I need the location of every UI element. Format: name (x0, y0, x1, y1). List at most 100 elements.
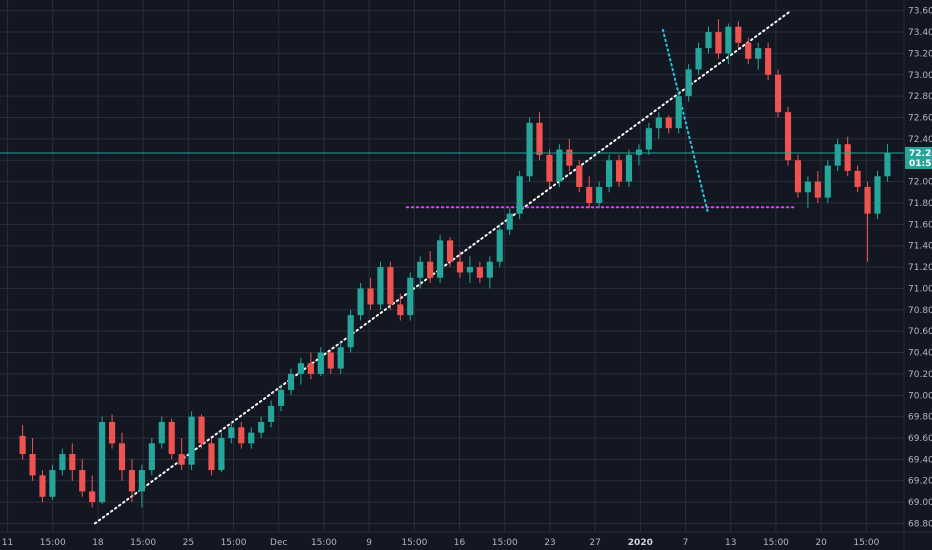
candle-body (59, 454, 66, 471)
candle-body (29, 454, 36, 476)
candle-body (128, 470, 136, 492)
candle-body (705, 32, 712, 49)
candle-body (367, 288, 374, 305)
x-tick-label: 9 (366, 538, 372, 548)
y-tick-label: 69.800 (908, 413, 932, 423)
candle-body (238, 427, 245, 444)
candle-body (854, 170, 861, 187)
candle-body (794, 160, 802, 193)
candle-body (397, 304, 404, 316)
y-tick-label: 73.600 (908, 7, 932, 17)
candle-body (665, 117, 672, 129)
candle-body (576, 165, 583, 187)
candle-body (99, 421, 106, 503)
candle-body (89, 491, 96, 503)
candle-body (625, 154, 633, 182)
candles (19, 19, 891, 508)
candle-body (268, 405, 275, 422)
candle-body (774, 74, 782, 113)
y-tick-label: 69.600 (908, 434, 932, 444)
x-tick-label: 15:00 (40, 538, 66, 548)
candle-body (287, 373, 295, 390)
candle-body (39, 475, 46, 497)
candle-body (546, 154, 553, 182)
y-tick-label: 71.800 (908, 199, 932, 209)
x-tick-label: 13 (725, 538, 736, 548)
candle-body (506, 213, 513, 230)
y-tick-label: 68.800 (908, 519, 932, 529)
y-tick-label: 72.400 (908, 135, 932, 145)
candle-body (317, 352, 324, 374)
x-tick-label: 15:00 (311, 538, 337, 548)
candle-body (327, 352, 334, 369)
last-price-tag: 72.268 01:55:10 (905, 146, 932, 169)
y-tick-label: 72.600 (908, 114, 932, 124)
candle-body (645, 128, 652, 150)
y-tick-label: 70.400 (908, 349, 932, 359)
x-tick-label: 18 (92, 538, 104, 548)
candle-body (476, 267, 483, 278)
x-tick-label: 15:00 (130, 538, 156, 548)
x-tick-label: 16 (454, 538, 466, 548)
price-tag-value: 72.268 (909, 149, 932, 159)
candle-body (725, 26, 732, 54)
x-tick-label: 2020 (628, 538, 653, 548)
y-tick-label: 71.000 (908, 284, 932, 294)
candle-body (407, 277, 414, 316)
time-axis[interactable]: 11 15:00 18 15:00 25 15:00 Dec 15:00 9 15:00 16 15:… (0, 531, 932, 548)
candle-body (804, 181, 811, 193)
candle-body (685, 69, 692, 97)
candle-body (377, 267, 384, 305)
y-tick-label: 70.200 (908, 370, 932, 380)
candle-body (486, 261, 493, 278)
candle-body (516, 176, 523, 214)
x-tick-label: 20 (815, 538, 827, 548)
y-tick-label: 73.400 (908, 28, 932, 38)
y-tick-label: 71.200 (908, 263, 932, 273)
candle-body (655, 117, 662, 129)
candle-body (148, 443, 155, 471)
x-tick-label: 27 (589, 538, 600, 548)
candle-body (427, 261, 434, 278)
y-tick-label: 72.800 (908, 92, 932, 102)
candle-body (824, 165, 831, 198)
candle-body (138, 470, 145, 492)
candle-body (844, 144, 851, 171)
candle-body (417, 261, 424, 278)
y-tick-label: 70.600 (908, 327, 932, 337)
x-tick-label: 15:00 (853, 538, 879, 548)
candle-body (49, 470, 56, 497)
candle-body (337, 347, 344, 369)
candle-body (755, 48, 762, 59)
candle-body (218, 437, 225, 471)
candle-body (536, 122, 543, 155)
candle-body (69, 454, 76, 471)
candle-body (19, 435, 26, 455)
candle-body (456, 261, 464, 273)
candle-body (635, 149, 642, 155)
candle-body (745, 42, 752, 59)
y-tick-label: 72.000 (908, 178, 932, 188)
y-tick-label: 70.800 (908, 306, 932, 316)
y-tick-label: 73.200 (908, 49, 932, 59)
candle-body (158, 421, 165, 444)
candle-body (118, 443, 126, 471)
candle-body (228, 427, 235, 438)
candle-body (675, 96, 682, 129)
candle-body (277, 389, 285, 406)
candle-body (496, 229, 503, 262)
y-tick-label: 70.000 (908, 391, 932, 401)
candle-body (586, 186, 593, 203)
candle-body (178, 454, 185, 465)
y-tick-label: 69.000 (908, 498, 932, 508)
x-tick-label: 7 (683, 538, 689, 548)
candle-body (79, 470, 86, 492)
candle-body (765, 48, 772, 75)
price-axis[interactable]: 68.800 69.000 69.200 69.400 69.600 69.800 70.0… (903, 0, 932, 550)
candle-body (258, 421, 265, 433)
y-tick-label: 71.600 (908, 220, 932, 230)
candle-body (615, 160, 623, 182)
candle-body (874, 176, 881, 214)
